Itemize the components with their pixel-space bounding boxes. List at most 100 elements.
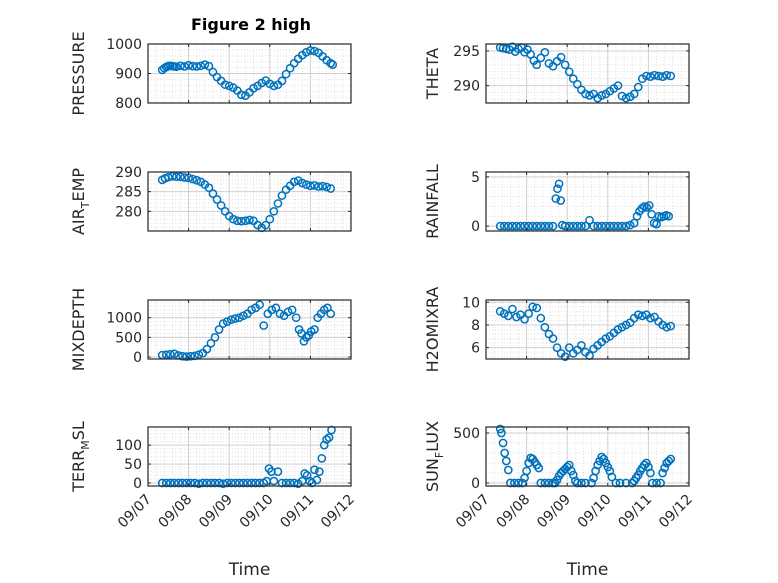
data-point (165, 349, 175, 359)
data-point (573, 478, 582, 488)
data-point (281, 69, 291, 79)
data-point (501, 456, 511, 466)
axes-box (485, 426, 690, 487)
y-tick-label: 500 (453, 426, 480, 442)
data-point (172, 62, 181, 72)
data-point (552, 343, 562, 353)
data-point (273, 467, 283, 476)
data-point (633, 310, 643, 320)
data-point (548, 221, 558, 231)
data-point (192, 62, 202, 71)
data-point (632, 211, 642, 221)
y-axis-label: SUNFLUX (423, 421, 446, 492)
y-tick-label: 8 (471, 318, 480, 334)
data-point (301, 180, 311, 189)
data-point (615, 478, 625, 488)
data-series (495, 302, 676, 362)
data-point (654, 71, 663, 81)
data-point (176, 61, 185, 71)
data-point (322, 182, 331, 192)
data-point (560, 221, 570, 231)
data-point (301, 333, 311, 342)
data-point (646, 72, 655, 81)
data-point (224, 81, 234, 91)
data-point (241, 216, 250, 226)
data-point (520, 314, 529, 324)
data-point (611, 478, 621, 488)
data-point (500, 448, 510, 458)
data-point (633, 82, 643, 92)
subplot-mixdepth: 0 500 1000 MIXDEPTH (69, 288, 352, 371)
data-point (536, 53, 546, 63)
data-point (646, 313, 655, 323)
data-point (222, 317, 232, 326)
data-point (581, 478, 590, 488)
data-point (597, 221, 607, 231)
data-point (497, 428, 506, 438)
data-point (267, 305, 277, 315)
data-point (265, 214, 275, 224)
data-point (510, 478, 519, 488)
data-point (314, 182, 323, 191)
data-point (188, 174, 198, 184)
data-point (218, 319, 228, 328)
axes-box (485, 171, 690, 232)
data-point (585, 215, 594, 225)
y-axis-label: MIXDEPTH (69, 288, 88, 371)
data-point (587, 478, 596, 488)
data-point (551, 194, 561, 203)
data-point (573, 79, 582, 89)
data-point (239, 311, 248, 321)
data-point (310, 325, 319, 334)
data-point (639, 460, 649, 470)
y-axis-label: RAINFALL (423, 164, 442, 239)
data-point (666, 321, 676, 331)
data-point (544, 221, 554, 231)
data-point (532, 303, 542, 313)
data-point (273, 199, 283, 208)
data-point (216, 201, 226, 210)
data-point (629, 89, 639, 99)
data-point (326, 58, 336, 68)
data-point (589, 221, 598, 231)
y-axis-label: PRESSURE (69, 31, 88, 115)
data-point (287, 305, 297, 315)
x-axis-label: Time (228, 560, 271, 580)
data-point (283, 307, 293, 317)
y-tick-label: 1000 (106, 37, 142, 53)
data-point (184, 60, 193, 70)
data-point (188, 61, 198, 71)
y-axis-label: TERRMSL (69, 421, 92, 493)
data-point (585, 91, 594, 100)
data-point (498, 438, 508, 448)
data-point (259, 321, 269, 330)
data-point (564, 221, 574, 231)
data-point (564, 67, 574, 77)
data-point (196, 61, 206, 71)
y-tick-label: 5 (471, 170, 480, 186)
y-tick-label: 290 (453, 79, 480, 95)
data-point (182, 352, 191, 361)
data-point (625, 220, 635, 230)
data-point (271, 303, 281, 313)
data-point (601, 221, 611, 231)
data-point (312, 475, 322, 485)
axes-box (147, 171, 352, 232)
y-tick-label: 290 (115, 165, 142, 181)
data-point (662, 322, 672, 332)
y-tick-label: 50 (124, 457, 142, 473)
data-point (536, 313, 546, 323)
data-point (605, 221, 615, 231)
y-tick-label: 0 (133, 476, 142, 492)
data-point (609, 221, 619, 231)
data-point (508, 304, 517, 314)
data-point (212, 195, 222, 204)
data-point (540, 322, 550, 332)
data-point (564, 343, 574, 353)
subplot-rainfall: 0 5 RAINFALL (423, 164, 690, 239)
y-axis-label: AIRTEMP (69, 168, 92, 235)
data-point (247, 305, 256, 315)
data-series (157, 300, 336, 361)
